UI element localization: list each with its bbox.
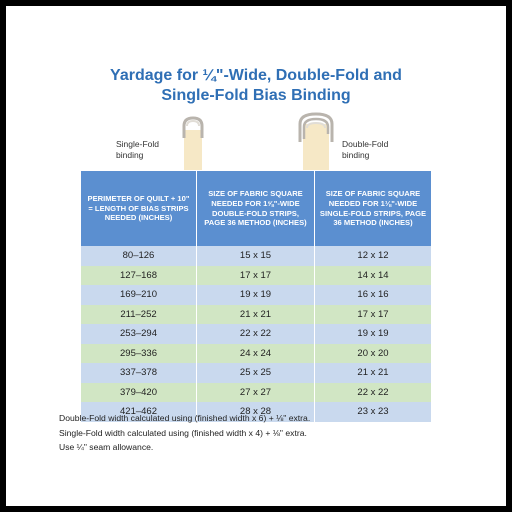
cell-single-fold: 17 x 17 [314, 304, 431, 324]
cell-double-fold: 19 x 19 [196, 285, 314, 305]
table-row: 169–210 19 x 19 16 x 16 [81, 285, 431, 305]
cell-perimeter: 127–168 [120, 269, 157, 281]
cell-double-fold: 28 x 28 [196, 402, 314, 422]
cell-double-fold: 17 x 17 [196, 265, 314, 285]
double-fold-binding-illustration [298, 112, 334, 170]
yardage-table: Perimeter of Quilt + 10" = Length of Bia… [81, 171, 431, 422]
cell-single-fold: 12 x 12 [314, 246, 431, 266]
single-fold-label: Single-Fold binding [116, 139, 159, 160]
table-header: Perimeter of Quilt + 10" = Length of Bia… [81, 171, 431, 246]
header-single-fold: Size of Fabric Square Needed for 1⅛"-Wid… [314, 171, 431, 246]
cell-single-fold: 20 x 20 [314, 343, 431, 363]
cell-perimeter: 253–294 [120, 328, 157, 340]
cell-perimeter: 169–210 [120, 289, 157, 301]
title-line-2: Single-Fold Bias Binding [161, 87, 351, 104]
cell-perimeter: 421–462 [120, 406, 157, 418]
table-row: 379–420 27 x 27 22 x 22 [81, 382, 431, 402]
cell-single-fold: 16 x 16 [314, 285, 431, 305]
cell-single-fold: 21 x 21 [314, 363, 431, 383]
cell-double-fold: 22 x 22 [196, 324, 314, 344]
title-line-1: Yardage for ¼"-Wide, Double-Fold and [110, 67, 402, 84]
cell-perimeter: 337–378 [120, 367, 157, 379]
cell-double-fold: 21 x 21 [196, 304, 314, 324]
cell-double-fold: 24 x 24 [196, 343, 314, 363]
page-frame: Yardage for ¼"-Wide, Double-Fold and Sin… [6, 6, 506, 506]
binding-illustration [182, 112, 334, 170]
table-row: 80–126 15 x 15 12 x 12 [81, 246, 431, 266]
table-row: 337–378 25 x 25 21 x 21 [81, 363, 431, 383]
header-double-fold: Size of Fabric Square Needed for 1⅝"-Wid… [196, 171, 314, 246]
table-row: 211–252 21 x 21 17 x 17 [81, 304, 431, 324]
cell-perimeter: 379–420 [120, 386, 157, 398]
double-fold-label: Double-Fold binding [342, 139, 389, 160]
cell-double-fold: 27 x 27 [196, 382, 314, 402]
table-row: 127–168 17 x 17 14 x 14 [81, 265, 431, 285]
cell-single-fold: 14 x 14 [314, 265, 431, 285]
note-double-fold: Double-Fold width calculated using (fini… [59, 413, 311, 423]
cell-single-fold: 19 x 19 [314, 324, 431, 344]
cell-single-fold: 22 x 22 [314, 382, 431, 402]
cell-double-fold: 25 x 25 [196, 363, 314, 383]
cell-perimeter: 80–126 [122, 250, 155, 262]
note-seam-allowance: Use ¼" seam allowance. [59, 442, 154, 452]
table-row: 253–294 22 x 22 19 x 19 [81, 324, 431, 344]
footnotes: Double-Fold width calculated using (fini… [59, 411, 310, 455]
single-fold-binding-illustration [182, 116, 204, 170]
header-perimeter: Perimeter of Quilt + 10" = Length of Bia… [87, 194, 190, 223]
note-single-fold: Single-Fold width calculated using (fini… [59, 427, 307, 438]
table-row: 295–336 24 x 24 20 x 20 [81, 343, 431, 363]
cell-perimeter: 211–252 [120, 308, 157, 320]
table-row: 421–462 28 x 28 23 x 23 [81, 402, 431, 422]
page-title: Yardage for ¼"-Wide, Double-Fold and Sin… [6, 66, 506, 106]
cell-double-fold: 15 x 15 [196, 246, 314, 266]
cell-perimeter: 295–336 [120, 347, 157, 359]
cell-single-fold: 23 x 23 [314, 402, 431, 422]
